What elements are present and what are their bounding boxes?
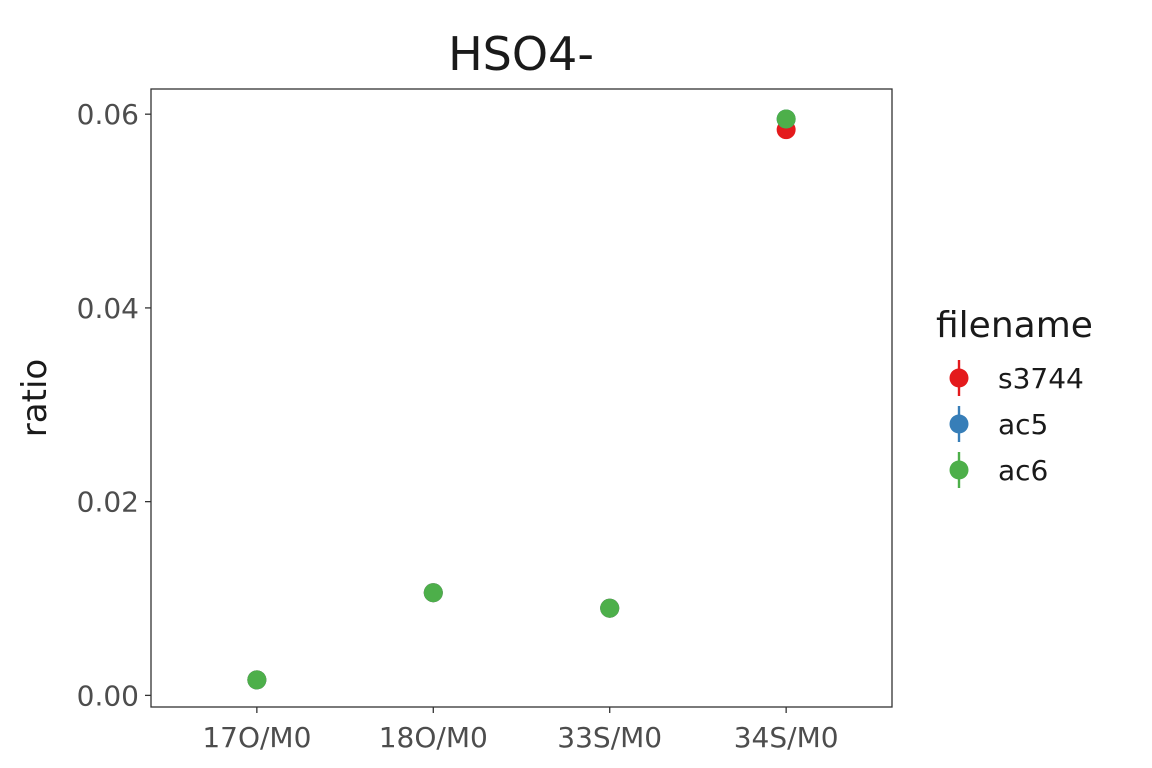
data-point-ac6 <box>600 598 620 618</box>
data-point-ac6 <box>776 109 796 129</box>
y-tick-label: 0.02 <box>77 486 139 519</box>
x-tick-label: 33S/M0 <box>557 721 662 754</box>
legend-key-point <box>949 368 969 388</box>
y-tick-label: 0.04 <box>77 292 139 325</box>
chart-title: HSO4- <box>448 27 594 81</box>
y-axis-title: ratio <box>15 359 55 437</box>
x-axis: 17O/M0 18O/M0 33S/M0 34S/M0 <box>202 707 839 754</box>
legend-label: s3744 <box>998 362 1084 395</box>
y-axis: 0.00 0.02 0.04 0.06 <box>77 98 151 712</box>
data-point-ac6 <box>423 583 443 603</box>
plot-panel <box>150 88 893 708</box>
legend-label: ac6 <box>998 454 1048 487</box>
x-tick-label: 17O/M0 <box>202 721 311 754</box>
legend-key-point <box>949 460 969 480</box>
legend-title: filename <box>936 305 1093 346</box>
data-point-ac6 <box>247 670 267 690</box>
x-tick-label: 18O/M0 <box>379 721 488 754</box>
y-tick-label: 0.00 <box>77 679 139 712</box>
legend-key-point <box>949 414 969 434</box>
legend-label: ac5 <box>998 408 1048 441</box>
legend: s3744 ac5 ac6 <box>949 360 1084 488</box>
y-tick-label: 0.06 <box>77 98 139 131</box>
data-points <box>247 109 796 690</box>
x-tick-label: 34S/M0 <box>734 721 839 754</box>
